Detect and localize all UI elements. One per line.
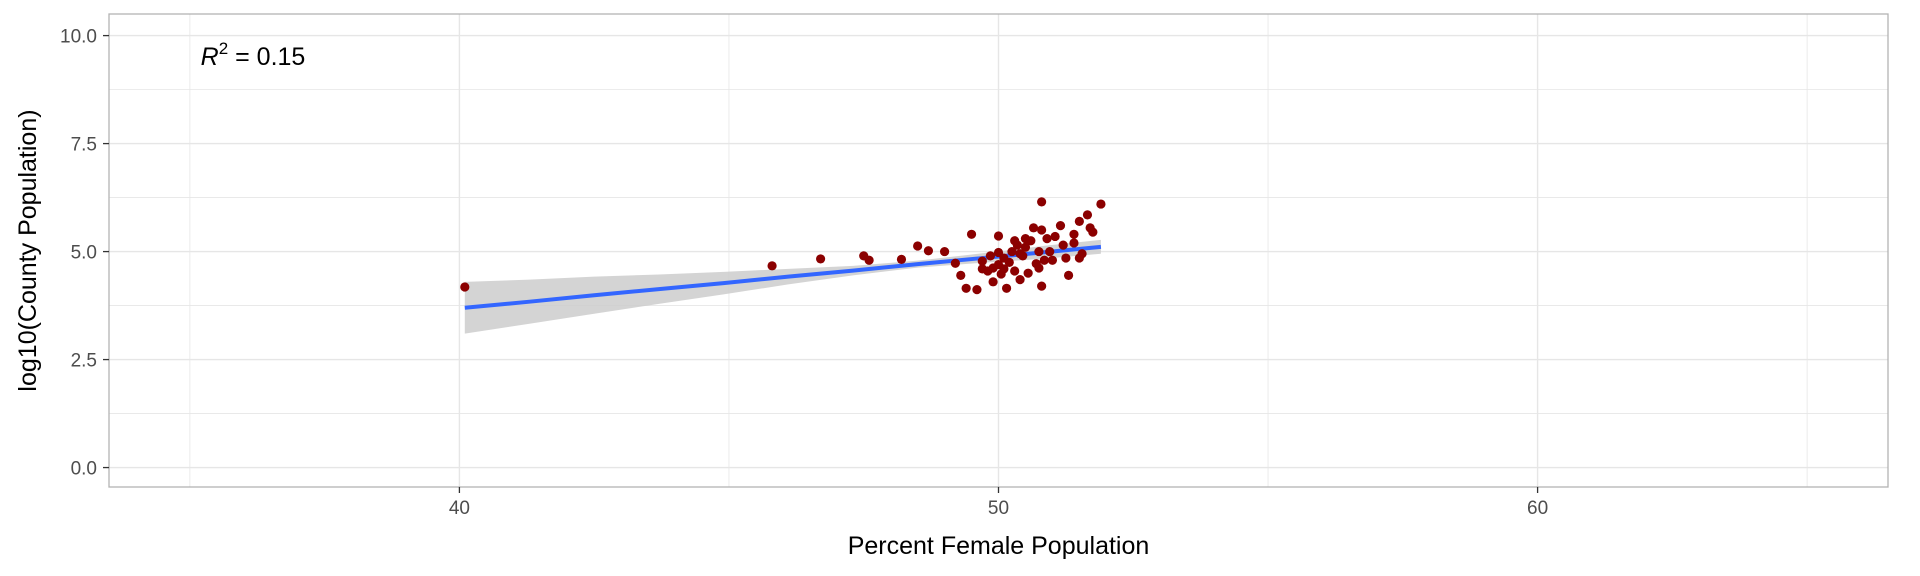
data-point — [816, 254, 826, 264]
x-tick-label: 60 — [1527, 498, 1548, 519]
data-point — [1069, 238, 1079, 248]
data-point — [1020, 242, 1031, 252]
data-point — [1001, 283, 1012, 293]
data-point — [966, 229, 977, 239]
data-point — [1096, 199, 1106, 209]
data-point — [1037, 225, 1047, 235]
data-point — [1061, 253, 1071, 263]
data-point — [1055, 221, 1066, 231]
data-point — [1082, 210, 1093, 220]
data-point — [1074, 253, 1084, 263]
data-point — [1058, 240, 1068, 250]
r-squared-value: = 0.15 — [228, 43, 305, 71]
axis-ticks: 40 50 60 0.0 2.5 5.0 7.5 10.0 — [60, 27, 1548, 519]
data-point — [977, 256, 987, 266]
data-point — [1042, 234, 1052, 244]
data-points — [460, 197, 1106, 295]
data-point — [1047, 255, 1058, 265]
data-point — [1037, 197, 1047, 207]
r-squared-symbol: R — [201, 43, 219, 71]
x-tick-label: 40 — [449, 498, 470, 519]
data-point — [993, 231, 1004, 241]
y-axis-title: log10(County Population) — [14, 109, 42, 391]
y-tick-label: 5.0 — [71, 243, 97, 264]
data-point — [1023, 268, 1033, 278]
data-point — [1007, 246, 1017, 257]
r-squared-superscript: 2 — [219, 39, 228, 58]
data-point — [1034, 263, 1044, 273]
data-point — [896, 254, 907, 264]
data-point — [1034, 246, 1044, 257]
data-point — [767, 261, 777, 271]
data-point — [956, 270, 966, 280]
data-point — [460, 282, 470, 292]
data-point — [950, 258, 960, 268]
data-point — [1018, 251, 1028, 261]
data-point — [1028, 223, 1039, 233]
grid-lines — [109, 14, 1888, 487]
data-point — [913, 241, 923, 251]
data-point — [923, 246, 934, 256]
data-point — [985, 251, 996, 261]
data-point — [988, 277, 998, 287]
y-tick-label: 10.0 — [60, 27, 97, 48]
data-point — [961, 283, 971, 293]
data-point — [939, 246, 950, 257]
x-tick-label: 50 — [988, 498, 1009, 519]
data-point — [1037, 281, 1047, 291]
data-point — [1026, 236, 1036, 246]
data-point — [1012, 240, 1022, 250]
y-tick-label: 7.5 — [71, 135, 97, 156]
data-point — [1045, 246, 1055, 257]
data-point — [1088, 227, 1098, 237]
r-squared-annotation: R2 = 0.15 — [201, 39, 306, 71]
data-point — [999, 264, 1009, 274]
y-tick-label: 0.0 — [71, 459, 97, 480]
data-point — [1069, 229, 1079, 239]
data-point — [1039, 255, 1049, 265]
data-point — [1050, 231, 1060, 242]
data-point — [1015, 275, 1025, 285]
y-tick-label: 2.5 — [71, 351, 97, 372]
data-point — [864, 255, 874, 265]
data-point — [1010, 266, 1020, 276]
data-point — [1004, 257, 1014, 267]
data-point — [1074, 216, 1084, 226]
data-point — [972, 284, 982, 295]
data-point — [1063, 270, 1074, 280]
x-axis-title: Percent Female Population — [848, 532, 1150, 560]
